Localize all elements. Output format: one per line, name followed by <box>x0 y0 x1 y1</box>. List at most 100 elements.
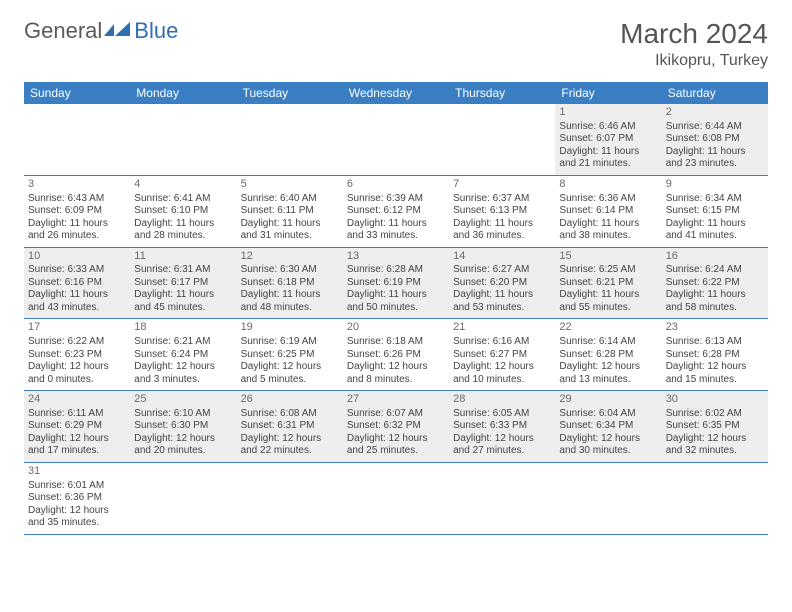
sunrise-text: Sunrise: 6:01 AM <box>28 480 126 493</box>
empty-cell <box>130 462 236 534</box>
sunrise-text: Sunrise: 6:08 AM <box>241 408 339 421</box>
sunset-text: Sunset: 6:14 PM <box>559 205 657 218</box>
sunset-text: Sunset: 6:18 PM <box>241 277 339 290</box>
daylight-text: Daylight: 12 hours and 5 minutes. <box>241 361 339 386</box>
daylight-text: Daylight: 12 hours and 0 minutes. <box>28 361 126 386</box>
day-number: 3 <box>28 178 126 192</box>
weekday-header: Wednesday <box>343 82 449 104</box>
day-cell: 1Sunrise: 6:46 AMSunset: 6:07 PMDaylight… <box>555 104 661 175</box>
day-cell: 8Sunrise: 6:36 AMSunset: 6:14 PMDaylight… <box>555 175 661 247</box>
daylight-text: Daylight: 11 hours and 43 minutes. <box>28 289 126 314</box>
daylight-text: Daylight: 11 hours and 28 minutes. <box>134 218 232 243</box>
daylight-text: Daylight: 11 hours and 23 minutes. <box>666 146 764 171</box>
daylight-text: Daylight: 12 hours and 20 minutes. <box>134 433 232 458</box>
day-cell: 26Sunrise: 6:08 AMSunset: 6:31 PMDayligh… <box>237 391 343 463</box>
day-number: 13 <box>347 250 445 264</box>
sunrise-text: Sunrise: 6:25 AM <box>559 264 657 277</box>
daylight-text: Daylight: 12 hours and 8 minutes. <box>347 361 445 386</box>
sunset-text: Sunset: 6:17 PM <box>134 277 232 290</box>
sunrise-text: Sunrise: 6:21 AM <box>134 336 232 349</box>
daylight-text: Daylight: 11 hours and 41 minutes. <box>666 218 764 243</box>
sunrise-text: Sunrise: 6:04 AM <box>559 408 657 421</box>
day-cell: 29Sunrise: 6:04 AMSunset: 6:34 PMDayligh… <box>555 391 661 463</box>
daylight-text: Daylight: 11 hours and 58 minutes. <box>666 289 764 314</box>
day-number: 20 <box>347 321 445 335</box>
day-cell: 5Sunrise: 6:40 AMSunset: 6:11 PMDaylight… <box>237 175 343 247</box>
day-number: 7 <box>453 178 551 192</box>
sunset-text: Sunset: 6:31 PM <box>241 420 339 433</box>
sunrise-text: Sunrise: 6:40 AM <box>241 193 339 206</box>
daylight-text: Daylight: 12 hours and 15 minutes. <box>666 361 764 386</box>
sunrise-text: Sunrise: 6:33 AM <box>28 264 126 277</box>
daylight-text: Daylight: 12 hours and 32 minutes. <box>666 433 764 458</box>
sunrise-text: Sunrise: 6:44 AM <box>666 121 764 134</box>
day-cell: 9Sunrise: 6:34 AMSunset: 6:15 PMDaylight… <box>662 175 768 247</box>
sunset-text: Sunset: 6:07 PM <box>559 133 657 146</box>
day-cell: 14Sunrise: 6:27 AMSunset: 6:20 PMDayligh… <box>449 247 555 319</box>
day-number: 1 <box>559 106 657 120</box>
sunset-text: Sunset: 6:30 PM <box>134 420 232 433</box>
empty-cell <box>555 462 661 534</box>
sunset-text: Sunset: 6:21 PM <box>559 277 657 290</box>
daylight-text: Daylight: 11 hours and 53 minutes. <box>453 289 551 314</box>
daylight-text: Daylight: 11 hours and 26 minutes. <box>28 218 126 243</box>
sunrise-text: Sunrise: 6:37 AM <box>453 193 551 206</box>
day-cell: 19Sunrise: 6:19 AMSunset: 6:25 PMDayligh… <box>237 319 343 391</box>
day-cell: 30Sunrise: 6:02 AMSunset: 6:35 PMDayligh… <box>662 391 768 463</box>
day-cell: 7Sunrise: 6:37 AMSunset: 6:13 PMDaylight… <box>449 175 555 247</box>
daylight-text: Daylight: 11 hours and 33 minutes. <box>347 218 445 243</box>
sunset-text: Sunset: 6:23 PM <box>28 349 126 362</box>
sunrise-text: Sunrise: 6:13 AM <box>666 336 764 349</box>
sunrise-text: Sunrise: 6:18 AM <box>347 336 445 349</box>
sunrise-text: Sunrise: 6:02 AM <box>666 408 764 421</box>
daylight-text: Daylight: 12 hours and 30 minutes. <box>559 433 657 458</box>
day-number: 27 <box>347 393 445 407</box>
weekday-header: Monday <box>130 82 236 104</box>
day-number: 30 <box>666 393 764 407</box>
day-number: 8 <box>559 178 657 192</box>
daylight-text: Daylight: 12 hours and 22 minutes. <box>241 433 339 458</box>
day-cell: 21Sunrise: 6:16 AMSunset: 6:27 PMDayligh… <box>449 319 555 391</box>
day-cell: 20Sunrise: 6:18 AMSunset: 6:26 PMDayligh… <box>343 319 449 391</box>
day-number: 31 <box>28 465 126 479</box>
sunset-text: Sunset: 6:24 PM <box>134 349 232 362</box>
day-number: 18 <box>134 321 232 335</box>
day-number: 24 <box>28 393 126 407</box>
day-number: 15 <box>559 250 657 264</box>
daylight-text: Daylight: 11 hours and 45 minutes. <box>134 289 232 314</box>
sunrise-text: Sunrise: 6:07 AM <box>347 408 445 421</box>
sunset-text: Sunset: 6:36 PM <box>28 492 126 505</box>
day-number: 14 <box>453 250 551 264</box>
day-number: 28 <box>453 393 551 407</box>
weekday-header: Tuesday <box>237 82 343 104</box>
day-cell: 22Sunrise: 6:14 AMSunset: 6:28 PMDayligh… <box>555 319 661 391</box>
sunset-text: Sunset: 6:16 PM <box>28 277 126 290</box>
sunset-text: Sunset: 6:08 PM <box>666 133 764 146</box>
day-number: 25 <box>134 393 232 407</box>
daylight-text: Daylight: 11 hours and 50 minutes. <box>347 289 445 314</box>
day-number: 11 <box>134 250 232 264</box>
sunrise-text: Sunrise: 6:19 AM <box>241 336 339 349</box>
day-cell: 24Sunrise: 6:11 AMSunset: 6:29 PMDayligh… <box>24 391 130 463</box>
empty-cell <box>449 462 555 534</box>
sunset-text: Sunset: 6:35 PM <box>666 420 764 433</box>
weekday-header: Saturday <box>662 82 768 104</box>
sunrise-text: Sunrise: 6:43 AM <box>28 193 126 206</box>
sunset-text: Sunset: 6:33 PM <box>453 420 551 433</box>
sunset-text: Sunset: 6:20 PM <box>453 277 551 290</box>
empty-cell <box>237 104 343 175</box>
sunrise-text: Sunrise: 6:05 AM <box>453 408 551 421</box>
sunrise-text: Sunrise: 6:22 AM <box>28 336 126 349</box>
sunset-text: Sunset: 6:25 PM <box>241 349 339 362</box>
empty-cell <box>237 462 343 534</box>
logo-flag-icon <box>104 22 132 40</box>
day-cell: 13Sunrise: 6:28 AMSunset: 6:19 PMDayligh… <box>343 247 449 319</box>
weekday-header: Friday <box>555 82 661 104</box>
sunrise-text: Sunrise: 6:34 AM <box>666 193 764 206</box>
day-cell: 25Sunrise: 6:10 AMSunset: 6:30 PMDayligh… <box>130 391 236 463</box>
empty-cell <box>449 104 555 175</box>
day-cell: 12Sunrise: 6:30 AMSunset: 6:18 PMDayligh… <box>237 247 343 319</box>
day-cell: 15Sunrise: 6:25 AMSunset: 6:21 PMDayligh… <box>555 247 661 319</box>
daylight-text: Daylight: 12 hours and 27 minutes. <box>453 433 551 458</box>
sunset-text: Sunset: 6:15 PM <box>666 205 764 218</box>
